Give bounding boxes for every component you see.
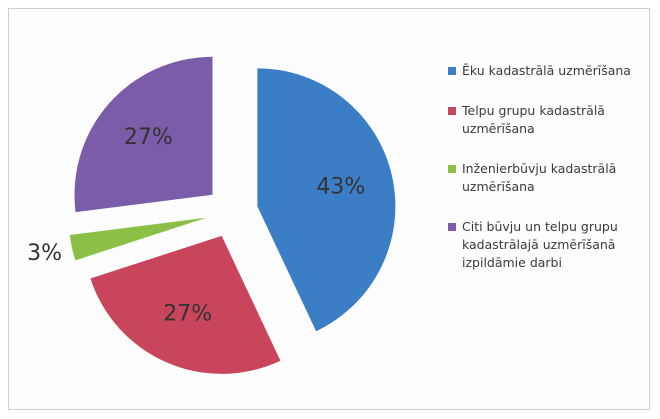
legend: Ēku kadastrālā uzmērīšana Telpu grupu kad… <box>448 62 653 294</box>
pie-slice <box>90 235 281 374</box>
legend-label: Telpu grupu kadastrālā uzmērīšana <box>462 103 605 136</box>
legend-item: Inženierbūvju kadastrālā uzmērīšana <box>448 160 653 196</box>
legend-swatch <box>448 107 456 115</box>
data-label: 43% <box>316 175 365 200</box>
legend-label: Citi būvju un telpu grupu kadastrālajā u… <box>462 219 618 270</box>
legend-item: Citi būvju un telpu grupu kadastrālajā u… <box>448 218 653 272</box>
data-label: 27% <box>163 301 212 326</box>
pie-slice <box>69 217 207 261</box>
legend-item: Telpu grupu kadastrālā uzmērīšana <box>448 102 653 138</box>
pie-slice <box>257 68 396 332</box>
legend-item: Ēku kadastrālā uzmērīšana <box>448 62 653 80</box>
legend-swatch <box>448 223 456 231</box>
legend-label: Inženierbūvju kadastrālā uzmērīšana <box>462 161 617 194</box>
data-label: 27% <box>124 125 173 150</box>
legend-label: Ēku kadastrālā uzmērīšana <box>462 63 631 78</box>
legend-swatch <box>448 165 456 173</box>
legend-swatch <box>448 67 456 75</box>
pie-slice <box>74 56 213 213</box>
data-label: 3% <box>27 241 62 266</box>
